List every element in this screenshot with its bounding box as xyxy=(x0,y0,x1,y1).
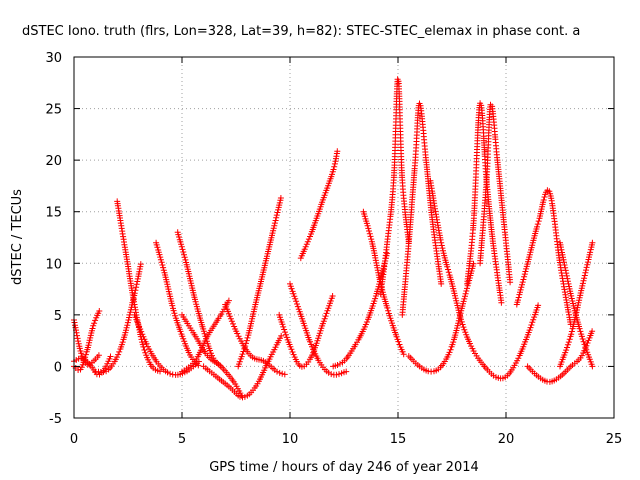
y-tick-label: -5 xyxy=(49,412,62,427)
series-pass-10 xyxy=(179,311,245,399)
series-markers xyxy=(481,302,542,382)
y-axis-label: dSTEC / TECUs xyxy=(10,189,25,285)
series-markers xyxy=(377,76,412,298)
y-tick-label: 10 xyxy=(45,257,62,272)
series-markers xyxy=(92,261,144,375)
y-tick-label: 25 xyxy=(45,103,62,118)
series-markers xyxy=(179,311,245,399)
series-markers xyxy=(399,100,445,318)
chart-title: dSTEC Iono. truth (flrs, Lon=328, Lat=39… xyxy=(22,24,580,39)
plot-frame xyxy=(73,56,615,419)
series-markers xyxy=(557,239,596,370)
x-tick-label: 0 xyxy=(70,432,78,447)
series-pass-24 xyxy=(477,101,514,286)
y-tick-label: 0 xyxy=(54,360,62,375)
series-pass-14 xyxy=(276,293,336,370)
series-pass-19 xyxy=(377,76,412,298)
x-tick-label: 20 xyxy=(498,432,515,447)
series-pass-22 xyxy=(427,177,488,370)
series-pass-11 xyxy=(200,332,285,401)
series-pass-05 xyxy=(92,261,144,375)
axis-ticks xyxy=(73,56,615,419)
x-tick-label: 15 xyxy=(390,432,407,447)
series-pass-29 xyxy=(557,239,596,370)
series-pass-20 xyxy=(399,100,445,318)
x-axis-label: GPS time / hours of day 246 of year 2014 xyxy=(209,460,479,475)
series-markers xyxy=(477,101,514,286)
series-pass-06 xyxy=(153,239,202,369)
x-tick-label: 10 xyxy=(282,432,299,447)
series-markers xyxy=(200,332,285,401)
y-tick-label: 20 xyxy=(45,154,62,169)
series-pass-13 xyxy=(222,301,288,378)
series-pass-25 xyxy=(481,302,542,382)
series-markers xyxy=(153,239,202,369)
y-tick-label: 15 xyxy=(45,206,62,221)
series-pass-27 xyxy=(524,328,596,385)
series-markers xyxy=(524,328,596,385)
y-tick-label: 30 xyxy=(45,51,62,66)
x-tick-label: 25 xyxy=(606,432,623,447)
tick-labels: 0 5 10 15 20 25 -5 0 5 10 15 20 25 30 xyxy=(45,51,622,447)
series-markers xyxy=(513,187,574,328)
x-tick-label: 5 xyxy=(178,432,186,447)
series-markers xyxy=(287,280,350,378)
series-pass-26 xyxy=(513,187,574,328)
series-markers xyxy=(276,293,336,370)
data-points xyxy=(71,76,596,401)
series-pass-15 xyxy=(297,148,341,262)
series-markers xyxy=(222,301,288,378)
series-markers xyxy=(427,177,488,370)
y-tick-label: 5 xyxy=(54,309,62,324)
series-pass-16 xyxy=(287,280,350,378)
series-markers xyxy=(297,148,341,262)
